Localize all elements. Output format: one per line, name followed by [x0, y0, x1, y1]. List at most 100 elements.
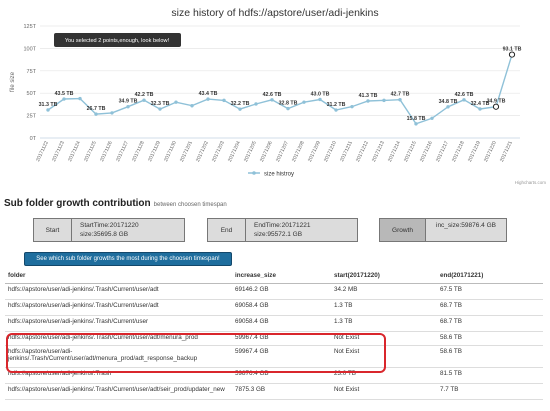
- data-point[interactable]: [174, 100, 178, 104]
- data-point[interactable]: [398, 98, 402, 102]
- data-point[interactable]: [94, 112, 98, 116]
- x-tick-label: 20171207: [275, 140, 290, 163]
- x-tick-label: 20171206: [259, 140, 274, 163]
- y-tick-label: 25T: [27, 114, 37, 120]
- table-row[interactable]: hdfs://apstore/user/adi-jenkins/.Trash/C…: [5, 331, 543, 346]
- header-end[interactable]: end(20171221): [437, 268, 543, 284]
- table-row[interactable]: hdfs://apstore/user/adi-jenkins/.Trash/C…: [5, 315, 543, 332]
- x-tick-label: 20171208: [291, 140, 306, 163]
- data-point[interactable]: [238, 107, 242, 111]
- size-history-chart[interactable]: size history of hdfs://apstore/user/adi-…: [0, 0, 550, 190]
- data-point[interactable]: [190, 104, 194, 108]
- data-label: 42.6 TB: [455, 92, 474, 98]
- chart-legend[interactable]: size histroy: [248, 171, 294, 178]
- header-increase-size[interactable]: increase_size: [232, 268, 331, 284]
- data-point[interactable]: [222, 98, 226, 103]
- data-point[interactable]: [446, 105, 450, 109]
- data-point[interactable]: [62, 97, 66, 101]
- cell-increase-size: 69058.4 GB: [232, 299, 331, 316]
- legend-marker: [252, 171, 256, 175]
- data-point[interactable]: [46, 108, 50, 112]
- data-label: 32.8 TB: [279, 101, 298, 107]
- data-point[interactable]: [254, 102, 258, 106]
- data-point[interactable]: [286, 106, 290, 111]
- table-row[interactable]: hdfs://apstore/user/adi-jenkins/.Trash/C…: [5, 383, 543, 400]
- cell-folder: hdfs://apstore/user/adi-jenkins/.Trash/C…: [5, 299, 232, 316]
- x-tick-label: 20171205: [243, 140, 258, 163]
- cell-end: 58.6 TB: [437, 331, 543, 346]
- selected-point[interactable]: [508, 51, 516, 58]
- x-tick-label: 20171217: [435, 140, 450, 163]
- x-tick-label: 20171220: [483, 140, 498, 163]
- y-axis-label: file size: [10, 71, 16, 92]
- data-label: 32.4 TB: [471, 101, 490, 107]
- cell-increase-size: 69146.2 GB: [232, 283, 331, 300]
- chart-credit[interactable]: Highcharts.com: [515, 180, 547, 185]
- tooltip-box: [54, 33, 181, 47]
- data-point[interactable]: [462, 98, 466, 102]
- x-tick-label: 20171204: [227, 140, 242, 163]
- data-point[interactable]: [126, 105, 130, 109]
- subfolder-growth-table: folder increase_size start(20171220) end…: [5, 268, 543, 400]
- cell-end: 68.7 TB: [437, 299, 543, 316]
- series-size-history[interactable]: [46, 51, 516, 126]
- data-label: 41.3 TB: [359, 93, 378, 99]
- start-time: StartTime:20171220: [80, 222, 139, 229]
- data-point[interactable]: [142, 98, 146, 102]
- table-row[interactable]: hdfs://apstore/user/adi-jenkins/.Trash/C…: [5, 283, 543, 300]
- cell-increase-size: 7875.3 GB: [232, 383, 331, 400]
- data-label: 31.3 TB: [39, 102, 58, 108]
- y-tick-label: 0T: [30, 136, 37, 142]
- cell-folder: hdfs://apstore/user/adi-jenkins/.Trash/C…: [5, 315, 232, 332]
- data-label: 32.2 TB: [231, 101, 250, 107]
- data-point[interactable]: [430, 116, 434, 120]
- table-row[interactable]: hdfs://apstore/user/adi-jenkins/.Trash/C…: [5, 345, 543, 368]
- x-tick-label: 20171210: [323, 140, 338, 163]
- show-subfolder-growth-button[interactable]: See which sub folder growths the most du…: [24, 252, 232, 266]
- cell-start: 23.0 TB: [331, 367, 437, 384]
- x-tick-label: 20171212: [355, 140, 370, 163]
- start-values: StartTime:20171220 size:35695.8 GB: [80, 222, 139, 239]
- header-start[interactable]: start(20171220): [331, 268, 437, 284]
- data-point[interactable]: [302, 100, 306, 104]
- data-point[interactable]: [158, 107, 162, 111]
- selected-point[interactable]: [492, 103, 500, 110]
- series-line: [47, 54, 513, 125]
- cell-start: Not Exist: [331, 383, 437, 400]
- data-point[interactable]: [478, 107, 482, 111]
- chart-gridlines: [40, 25, 520, 139]
- data-point[interactable]: [270, 98, 274, 102]
- x-tick-label: 20171201: [179, 140, 194, 163]
- data-point[interactable]: [414, 122, 418, 126]
- x-tick-label: 20171214: [387, 140, 402, 163]
- data-point[interactable]: [382, 98, 386, 103]
- x-tick-label: 20171125: [83, 140, 98, 163]
- data-label: 43.4 TB: [199, 91, 218, 97]
- y-tick-label: 75T: [27, 69, 37, 75]
- data-point[interactable]: [366, 99, 370, 103]
- end-label: End: [208, 219, 246, 241]
- x-tick-label: 20171129: [147, 140, 162, 163]
- cell-increase-size: 59967.4 GB: [232, 345, 331, 368]
- x-tick-label: 20171213: [371, 140, 386, 163]
- data-point[interactable]: [78, 96, 82, 101]
- start-size: size:35695.8 GB: [80, 230, 129, 238]
- x-tick-label: 20171124: [67, 140, 82, 163]
- data-point[interactable]: [110, 111, 114, 115]
- data-point[interactable]: [206, 97, 210, 101]
- data-point[interactable]: [350, 104, 354, 109]
- data-label: 42.2 TB: [135, 92, 154, 98]
- x-tick-label: 20171127: [115, 140, 130, 163]
- table-row[interactable]: hdfs://apstore/user/adi-jenkins/.Trash/C…: [5, 299, 543, 316]
- data-label: 42.6 TB: [263, 92, 282, 98]
- header-folder[interactable]: folder: [5, 268, 232, 284]
- data-point[interactable]: [334, 108, 338, 112]
- cell-start: Not Exist: [331, 331, 437, 346]
- data-point[interactable]: [318, 97, 322, 102]
- table-row[interactable]: hdfs://apstore/user/adi-jenkins/.Trash 5…: [5, 367, 543, 384]
- section-subtitle: between choosen timespan: [153, 202, 227, 208]
- cell-increase-size: 69058.4 GB: [232, 315, 331, 332]
- cell-end: 81.5 TB: [437, 367, 543, 384]
- cell-increase-size: 59876.4 GB: [232, 367, 331, 384]
